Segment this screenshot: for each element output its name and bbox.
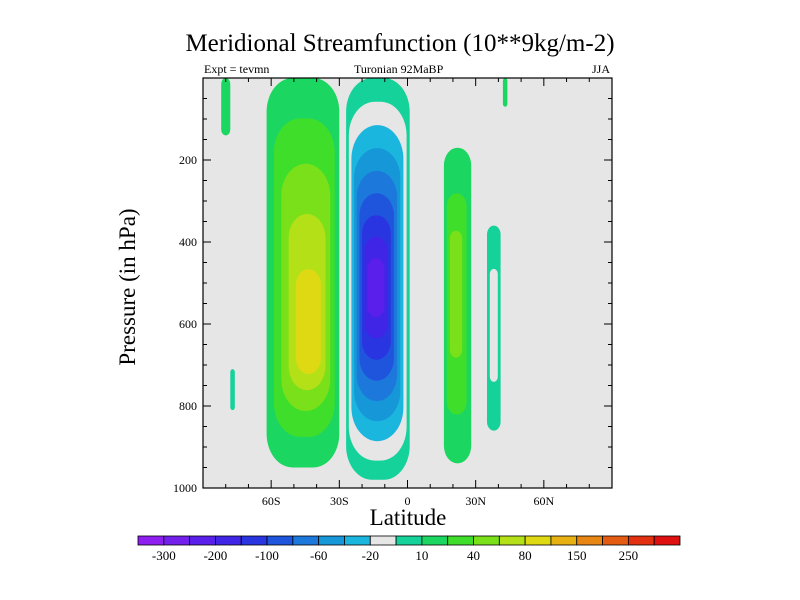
colorbar: -300 -200 -100 -60 -20 10 40 80 150 250 <box>137 535 681 563</box>
x-axis-label: Latitude <box>369 505 447 530</box>
colorbar-swatch <box>240 535 268 546</box>
contour-level <box>221 78 231 136</box>
contour-level <box>230 369 235 411</box>
x-tick-label: 60S <box>262 494 281 508</box>
contour-level <box>449 230 463 358</box>
contour-fields <box>203 78 612 488</box>
y-tick-label: 600 <box>179 317 197 331</box>
season-label: JJA <box>592 62 611 76</box>
colorbar-label: 250 <box>619 548 639 563</box>
contour-level <box>367 258 385 317</box>
cell-1 <box>266 78 340 468</box>
y-tick-label: 200 <box>179 153 197 167</box>
chart-title: Meridional Streamfunction (10**9kg/m-2) <box>185 30 615 57</box>
experiment-label: Expt = tevmn <box>204 62 270 76</box>
colorbar-swatch <box>524 535 552 546</box>
cell-2 <box>346 78 410 480</box>
contour-level <box>489 268 498 382</box>
colorbar-swatch <box>189 535 216 546</box>
colorbar-label: 80 <box>519 548 532 563</box>
colorbar-swatch <box>318 535 345 546</box>
colorbar-label: -100 <box>255 548 279 563</box>
colorbar-label: -300 <box>152 548 176 563</box>
colorbar-swatch <box>602 535 629 546</box>
cell-4 <box>487 225 501 431</box>
x-tick-label: 30N <box>465 494 486 508</box>
colorbar-swatch <box>215 535 242 546</box>
cell-3 <box>443 147 472 464</box>
x-axis: 60S 30S 0 30N 60N <box>225 78 590 508</box>
colorbar-label: 40 <box>467 548 480 563</box>
x-tick-label: 60N <box>533 494 554 508</box>
contour-level <box>295 269 321 375</box>
period-label: Turonian 92MaBP <box>354 62 444 76</box>
y-tick-label: 400 <box>179 235 197 249</box>
colorbar-swatch <box>550 535 578 546</box>
y-tick-label: 800 <box>179 399 197 413</box>
colorbar-swatch <box>576 535 603 546</box>
colorbar-swatch <box>266 535 294 546</box>
colorbar-swatch <box>498 535 526 546</box>
colorbar-label: 150 <box>567 548 587 563</box>
y-axis: 200 400 600 800 1000 <box>173 98 612 495</box>
colorbar-swatch <box>627 535 655 546</box>
x-tick-label: 30S <box>330 494 349 508</box>
colorbar-label: 10 <box>415 548 428 563</box>
x-tick-label: 0 <box>405 494 411 508</box>
colorbar-swatch <box>292 535 320 546</box>
colorbar-swatch <box>163 535 191 546</box>
colorbar-label: -200 <box>203 548 227 563</box>
colorbar-swatch <box>421 535 449 546</box>
contour-level <box>502 78 508 107</box>
colorbar-swatch <box>653 535 681 546</box>
colorbar-swatch <box>395 535 423 546</box>
colorbar-swatch <box>473 535 500 546</box>
colorbar-swatch <box>344 535 371 546</box>
colorbar-label: -20 <box>362 548 379 563</box>
colorbar-swatch <box>369 535 397 546</box>
cell-6 <box>230 369 235 411</box>
colorbar-swatch <box>137 535 165 546</box>
y-axis-label: Pressure (in hPa) <box>115 208 140 366</box>
cell-5 <box>221 78 231 136</box>
colorbar-swatch <box>447 535 474 546</box>
cell-7 <box>502 78 508 107</box>
y-tick-label: 1000 <box>173 481 197 495</box>
colorbar-label: -60 <box>310 548 327 563</box>
